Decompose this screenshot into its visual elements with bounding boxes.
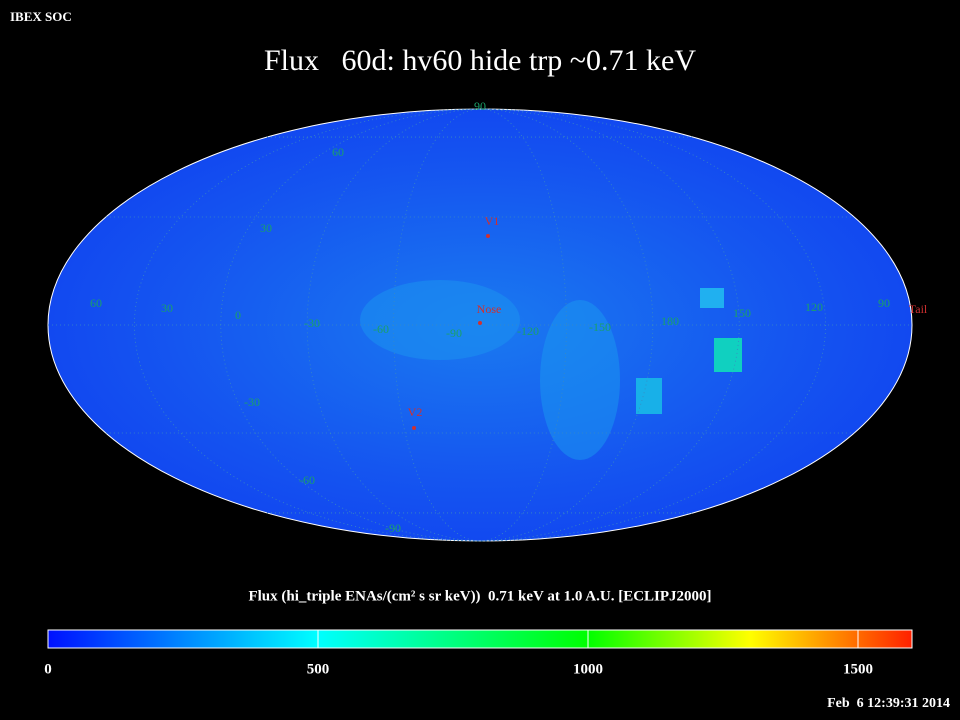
colorbar-tick-label: 1000 xyxy=(573,661,603,677)
source-label: IBEX SOC xyxy=(10,9,72,24)
grid-label: 60 xyxy=(90,296,102,310)
colorbar-label: Flux (hi_triple ENAs/(cm² s sr keV)) 0.7… xyxy=(248,588,711,604)
grid-label: -120 xyxy=(517,324,539,338)
meridian xyxy=(220,108,740,542)
marker-dot xyxy=(478,321,482,325)
marker-label: Nose xyxy=(477,302,502,316)
marker-label: Tail xyxy=(909,302,928,316)
grid-label: 150 xyxy=(733,306,751,320)
grid-label: -150 xyxy=(589,320,611,334)
title: Flux 60d: hv60 hide trp ~0.71 keV xyxy=(264,44,696,77)
marker-label: V1 xyxy=(485,214,500,228)
meridian xyxy=(393,108,567,542)
meridian xyxy=(133,108,827,542)
colorbar-tick-label: 1500 xyxy=(843,661,873,677)
grid-label: 60 xyxy=(332,145,344,159)
graticule xyxy=(48,108,912,542)
timestamp: Feb 6 12:39:31 2014 xyxy=(827,696,950,711)
colorbar-tick-label: 0 xyxy=(44,661,52,677)
grid-label: -60 xyxy=(373,322,389,336)
grid-label: 90 xyxy=(878,296,890,310)
grid-label: 90 xyxy=(474,99,486,113)
marker-dot xyxy=(412,426,416,430)
colorbar-ticks: 0 500 1000 1500 xyxy=(44,630,873,677)
sky-features xyxy=(360,280,742,460)
marker-dot xyxy=(486,234,490,238)
marker-label: V2 xyxy=(408,405,423,419)
grid-label: 30 xyxy=(161,301,173,315)
grid-label: -90 xyxy=(385,521,401,535)
colorbar-tick-label: 500 xyxy=(307,661,330,677)
map-labels: 90 60 30 60 30 0 -30 -60 -90 -120 -150 180 150 120 90 -… xyxy=(90,99,928,535)
grid-label: 180 xyxy=(661,314,679,328)
grid-label: -30 xyxy=(244,395,260,409)
grid-label: -30 xyxy=(304,316,320,330)
grid-label: 0 xyxy=(235,308,241,322)
grid-label: -60 xyxy=(299,473,315,487)
colorbar xyxy=(47,629,913,649)
grid-label: 30 xyxy=(260,221,272,235)
grid-label: 120 xyxy=(805,300,823,314)
grid-label: -90 xyxy=(446,326,462,340)
